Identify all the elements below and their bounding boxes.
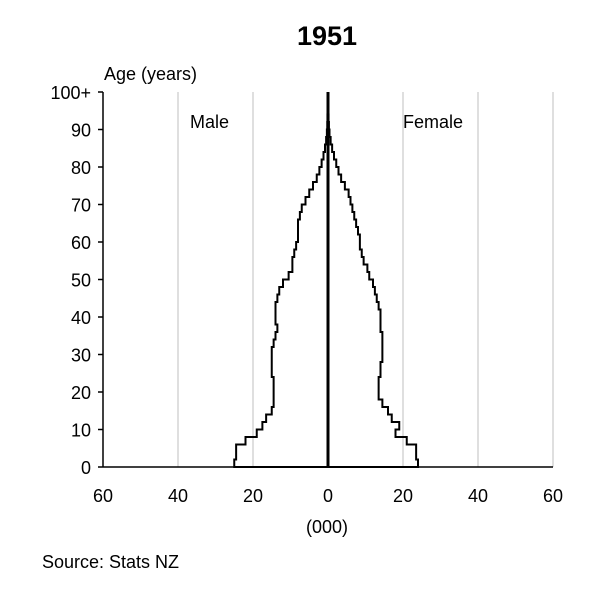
grid-lines [177,92,554,467]
x-tick-label: 40 [168,486,188,506]
y-tick-label: 40 [71,308,91,328]
x-tick-label: 0 [323,486,333,506]
series-female-line [327,92,419,468]
y-tick-label: 20 [71,383,91,403]
x-tick-label: 20 [243,486,263,506]
series-lines [233,92,419,468]
y-tick-label: 50 [71,271,91,291]
y-tick-label: 100+ [50,83,91,103]
tick-labels: 0 10 20 30 40 50 60 70 80 90 100+ 60 40 20 0 20 40 60 [50,83,563,506]
y-tick-label: 90 [71,121,91,141]
y-tick-label: 80 [71,158,91,178]
source-note: Source: Stats NZ [42,552,180,572]
annotation-male: Male [190,112,229,132]
x-tick-label: 40 [468,486,488,506]
y-axis-label: Age (years) [104,64,197,84]
x-tick-label: 60 [543,486,563,506]
x-tick-label: 20 [393,486,413,506]
annotation-female: Female [403,112,463,132]
x-tick-label: 60 [93,486,113,506]
series-male-line [233,92,329,468]
y-tick-label: 60 [71,233,91,253]
y-tick-label: 10 [71,421,91,441]
y-tick-label: 70 [71,196,91,216]
y-tick-label: 0 [81,458,91,478]
chart-title: 1951 [297,21,357,51]
axes [98,91,553,468]
x-axis-label: (000) [306,517,348,537]
y-tick-label: 30 [71,346,91,366]
